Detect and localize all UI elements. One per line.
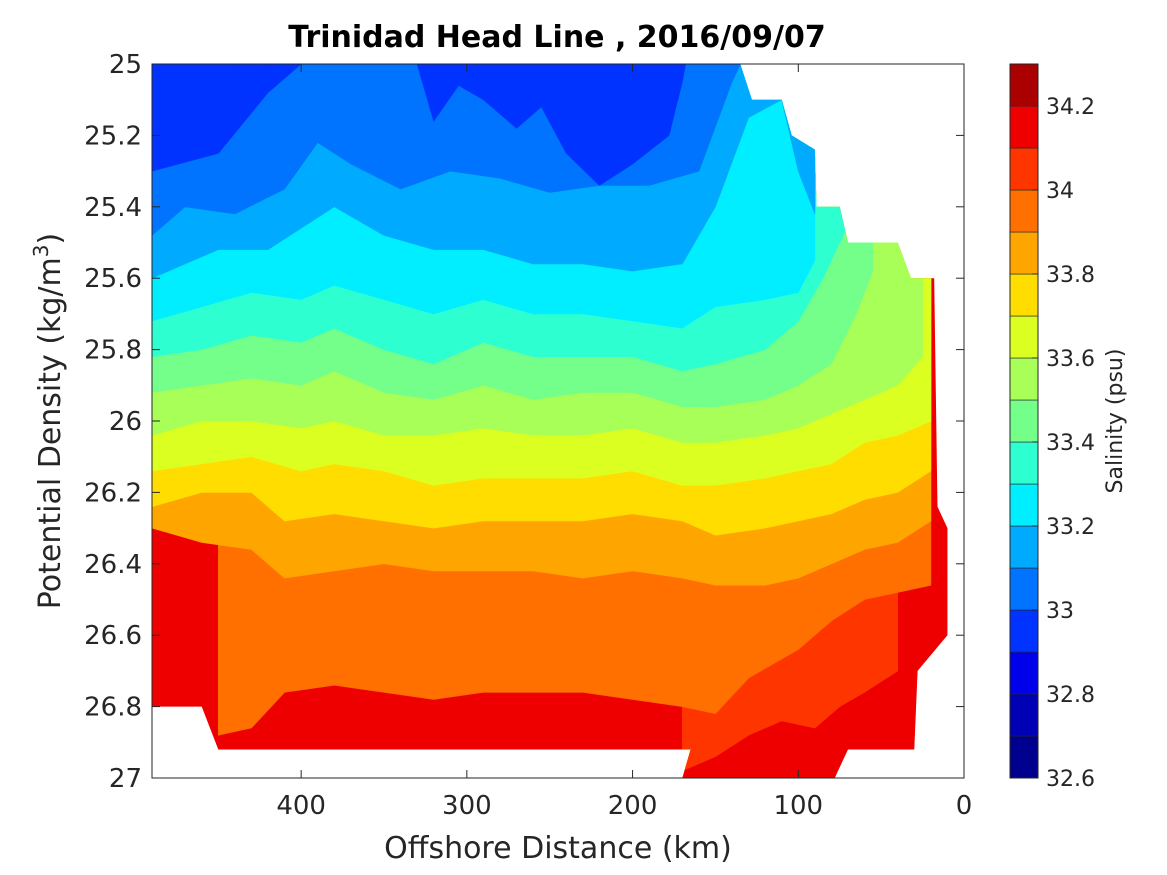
colorbar-swatch-11 xyxy=(1009,273,1039,317)
y-tick-label: 25.8 xyxy=(84,336,142,366)
colorbar-swatch-3 xyxy=(1009,609,1039,653)
y-tick-label: 25.2 xyxy=(84,121,142,151)
colorbar-frame xyxy=(1009,63,1039,779)
colorbar-label: Salinity (psu) xyxy=(1103,349,1128,494)
colorbar-tick-label: 32.6 xyxy=(1046,767,1095,792)
colorbar-swatch-15 xyxy=(1009,105,1039,149)
x-tick-label: 0 xyxy=(956,791,973,821)
contour-bands xyxy=(152,64,948,778)
colorbar-swatch-7 xyxy=(1009,441,1039,485)
colorbar-swatch-6 xyxy=(1009,483,1039,527)
colorbar-swatch-8 xyxy=(1009,399,1039,443)
y-tick-label: 26 xyxy=(109,407,142,437)
y-tick-label: 25 xyxy=(109,50,142,80)
y-tick-label: 26.2 xyxy=(84,478,142,508)
x-axis-label: Offshore Distance (km) xyxy=(384,831,732,866)
colorbar-swatch-13 xyxy=(1009,189,1039,233)
y-tick-label: 26.4 xyxy=(84,550,142,580)
colorbar-swatch-5 xyxy=(1009,525,1039,569)
y-axis-label: Potential Density (kg/m3) xyxy=(29,233,68,609)
colorbar-tick-label: 33.8 xyxy=(1046,263,1095,288)
y-tick-label: 25.4 xyxy=(84,193,142,223)
colorbar-swatch-0 xyxy=(1009,735,1039,779)
y-axis-ticks: 25 25.2 25.4 25.6 25.8 26 26.2 26.4 26.6 26.8 27 xyxy=(84,50,964,794)
colorbar-tick-label: 34.2 xyxy=(1046,95,1095,120)
chart-title: Trinidad Head Line , 2016/09/07 xyxy=(288,20,825,55)
colorbar-tick-label: 33 xyxy=(1046,599,1074,624)
y-axis-label-superscript: 3 xyxy=(29,244,53,257)
colorbar-swatch-10 xyxy=(1009,315,1039,359)
y-axis-label-close: ) xyxy=(33,233,68,245)
y-tick-label: 25.6 xyxy=(84,264,142,294)
x-tick-label: 100 xyxy=(773,791,823,821)
x-axis-ticks: 400 300 200 100 0 xyxy=(276,64,972,821)
colorbar-tick-label: 32.8 xyxy=(1046,683,1095,708)
plot-area: 400 300 200 100 0 25 25.2 25.4 25.6 25.8 26 26.2 26… xyxy=(84,50,972,821)
contour-band-33 xyxy=(152,64,302,172)
colorbar-swatch-16 xyxy=(1009,63,1039,107)
y-axis-label-main: Potential Density (kg/m xyxy=(33,257,68,609)
x-tick-label: 200 xyxy=(608,791,658,821)
colorbar-swatch-1 xyxy=(1009,693,1039,737)
colorbar-tick-label: 33.2 xyxy=(1046,515,1095,540)
colorbar-tick-label: 33.4 xyxy=(1046,431,1095,456)
colorbar-swatch-12 xyxy=(1009,231,1039,275)
colorbar-swatch-9 xyxy=(1009,357,1039,401)
y-tick-label: 27 xyxy=(109,764,142,794)
y-tick-label: 26.8 xyxy=(84,693,142,723)
colorbar-swatch-2 xyxy=(1009,651,1039,695)
contour-pocket-1 xyxy=(416,64,686,186)
colorbar: 32.6 32.8 33 33.2 33.4 33.6 33.8 34 34.2 xyxy=(1009,63,1095,792)
x-tick-label: 400 xyxy=(276,791,326,821)
colorbar-tick-label: 33.6 xyxy=(1046,347,1095,372)
y-tick-label: 26.6 xyxy=(84,621,142,651)
contour-pocket-2 xyxy=(234,64,269,90)
x-tick-label: 300 xyxy=(442,791,492,821)
colorbar-swatch-4 xyxy=(1009,567,1039,611)
colorbar-swatch-14 xyxy=(1009,147,1039,191)
colorbar-tick-label: 34 xyxy=(1046,179,1074,204)
